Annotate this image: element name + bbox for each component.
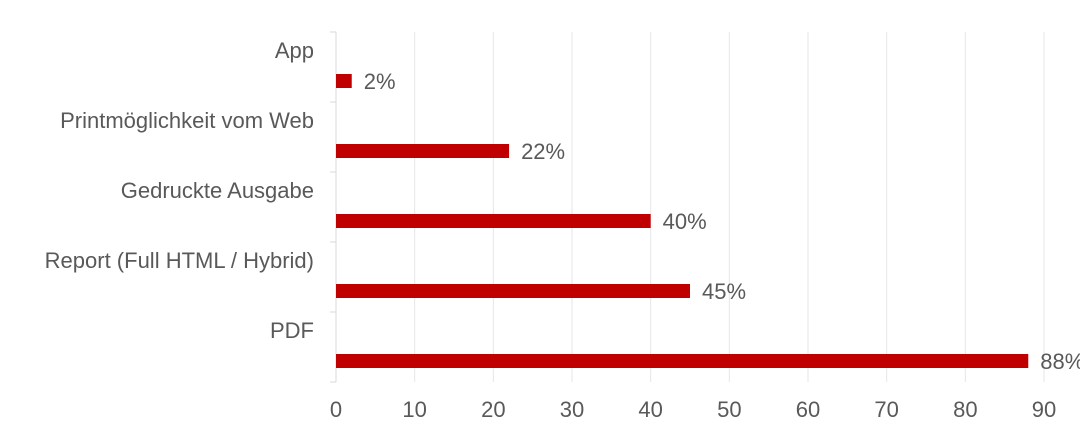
x-tick-label: 90 — [1032, 397, 1056, 422]
x-tick-label: 20 — [481, 397, 505, 422]
x-tick-label: 0 — [330, 397, 342, 422]
x-tick-label: 50 — [717, 397, 741, 422]
data-label: 22% — [521, 139, 565, 164]
x-tick-label: 80 — [953, 397, 977, 422]
y-tick-label: Printmöglichkeit vom Web — [60, 108, 314, 133]
y-tick-label: Report (Full HTML / Hybrid) — [45, 248, 314, 273]
bar — [336, 354, 1029, 368]
x-tick-label: 70 — [874, 397, 898, 422]
y-tick-label: Gedruckte Ausgabe — [121, 178, 314, 203]
bar — [336, 144, 510, 158]
bar — [336, 214, 651, 228]
x-tick-label: 60 — [796, 397, 820, 422]
x-tick-label: 40 — [638, 397, 662, 422]
data-label: 88% — [1040, 349, 1080, 374]
y-tick-label: PDF — [270, 318, 314, 343]
data-label: 45% — [702, 279, 746, 304]
x-tick-label: 30 — [560, 397, 584, 422]
y-tick-label: App — [275, 38, 314, 63]
bar — [336, 284, 690, 298]
bar — [336, 74, 352, 88]
x-tick-label: 10 — [402, 397, 426, 422]
data-label: 2% — [364, 69, 396, 94]
data-label: 40% — [663, 209, 707, 234]
